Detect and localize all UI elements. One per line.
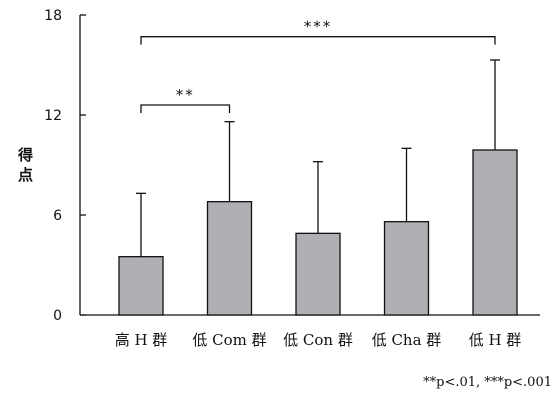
significance-brackets: ***** [140,18,496,113]
x-tick-label: 低 Cha 群 [372,331,442,349]
significance-note: **p<.01, ***p<.001 [423,375,552,390]
bar [206,201,253,316]
x-tick-label: 低 Com 群 [192,331,266,349]
significance-label: *** [304,18,333,36]
y-tick-label: 18 [44,8,62,24]
bar [118,256,164,316]
significance-bracket [140,104,231,113]
significance-bracket [140,36,496,45]
bar [295,232,341,316]
y-axis-label-char-2: 点 [18,166,33,184]
significance-label: ** [176,86,195,104]
y-tick-label: 6 [53,208,62,224]
y-axis-label-char-1: 得 [17,146,33,164]
x-tick-label: 高 H 群 [115,331,168,349]
bar [472,149,518,316]
bars: 高 H 群 低 Com 群低 Con 群 低 Cha 群 低 H 群 [115,149,522,349]
y-tick-label: 12 [44,108,62,124]
x-tick-label: 低 Con 群 [283,331,353,349]
error-bars [136,59,500,257]
y-tick-label: 0 [53,308,62,324]
x-tick-label: 低 H 群 [469,331,522,349]
bar [383,221,430,316]
